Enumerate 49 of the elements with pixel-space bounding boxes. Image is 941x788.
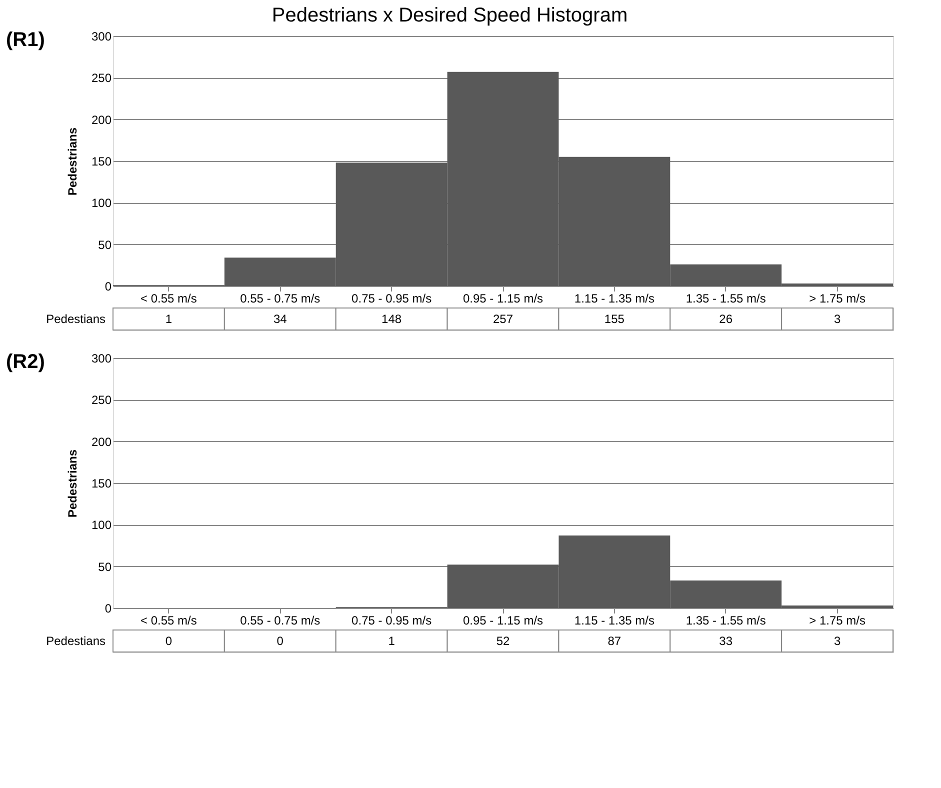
y-tick-label: 150 — [91, 154, 112, 168]
y-axis-title: Pedestrians — [65, 127, 80, 196]
x-tick-label: 0.75 - 0.95 m/s — [352, 292, 432, 306]
y-tick-label: 100 — [91, 196, 112, 210]
y-tick-label: 0 — [104, 602, 112, 616]
y-tick-label: 250 — [91, 393, 112, 408]
data-label: 148 — [382, 312, 402, 326]
y-tick-label: 0 — [104, 280, 112, 294]
chart-title: Pedestrians x Desired Speed Histogram — [272, 4, 628, 26]
x-tick-label: < 0.55 m/s — [140, 614, 197, 628]
x-tick-label: 0.95 - 1.15 m/s — [462, 292, 544, 306]
data-label: 26 — [719, 312, 733, 326]
x-tick-label: 0.55 - 0.75 m/s — [240, 292, 320, 306]
y-axis-title: Pedestrians — [65, 449, 80, 518]
text: Pedestians — [46, 312, 106, 326]
data-label: 87 — [608, 634, 622, 648]
x-tick-label: > 1.75 m/s — [809, 614, 866, 628]
x-tick-label: 1.35 - 1.55 m/s — [686, 614, 766, 628]
y-tick-label: 150 — [91, 476, 112, 490]
x-tick-label: 0.55 - 0.75 m/s — [240, 614, 320, 628]
data-label: 52 — [496, 634, 510, 648]
text: (R2) — [6, 351, 45, 373]
y-tick-label: 300 — [91, 352, 112, 366]
y-tick-label: 200 — [91, 434, 112, 449]
data-label: 257 — [492, 312, 514, 326]
y-tick-label: 100 — [91, 518, 112, 532]
x-tick-label: 0.95 - 1.15 m/s — [462, 614, 544, 628]
data-label: 1 — [388, 634, 396, 648]
x-tick-label: 0.75 - 0.95 m/s — [352, 614, 432, 628]
x-tick-label: > 1.75 m/s — [809, 292, 866, 306]
y-tick-label: 300 — [91, 30, 112, 44]
x-tick-label: 1.15 - 1.35 m/s — [574, 292, 654, 306]
data-label: 0 — [165, 634, 172, 648]
data-label: 155 — [604, 312, 625, 326]
y-tick-label: 250 — [91, 71, 112, 86]
data-label: 1 — [165, 312, 172, 326]
data-label: 0 — [276, 634, 284, 648]
data-label: 3 — [834, 634, 841, 648]
data-label: 3 — [834, 312, 841, 326]
x-tick-label: 1.35 - 1.55 m/s — [686, 292, 766, 306]
x-tick-label: 1.15 - 1.35 m/s — [574, 614, 654, 628]
y-tick-label: 200 — [91, 112, 112, 127]
text: Pedestians — [46, 634, 106, 648]
y-tick-label: 50 — [98, 238, 112, 252]
y-tick-label: 50 — [98, 560, 112, 574]
text: (R1) — [6, 29, 45, 51]
data-label: 34 — [273, 312, 288, 326]
data-label: 33 — [719, 634, 733, 648]
x-tick-label: < 0.55 m/s — [140, 292, 197, 306]
